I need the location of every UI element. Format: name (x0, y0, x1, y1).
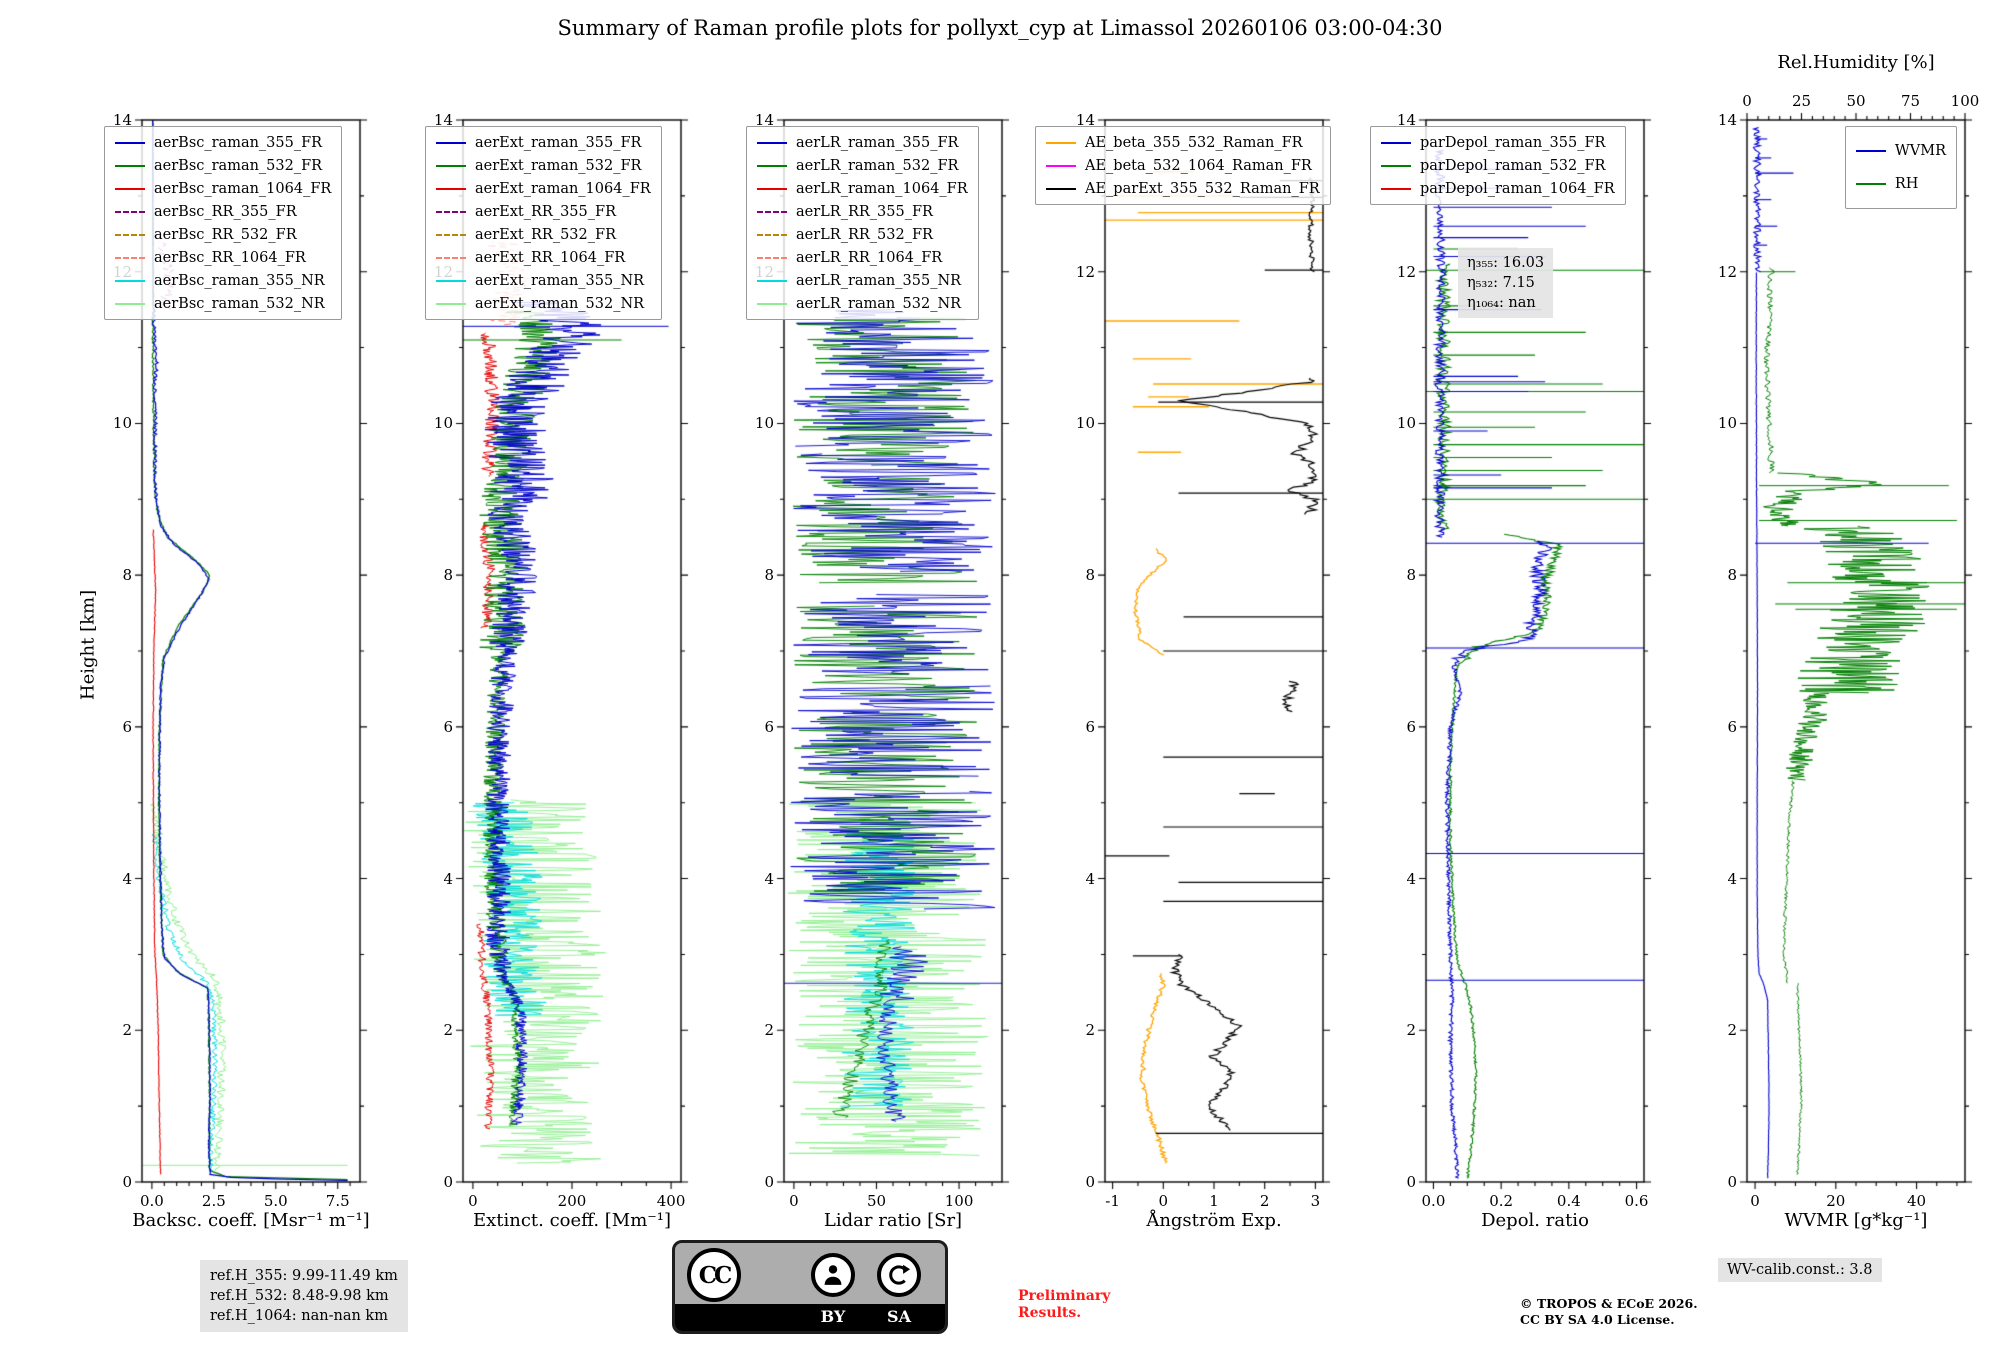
cc-license-badge: CC BY SA (672, 1240, 948, 1334)
copyright-note: © TROPOS & ECoE 2026. CC BY SA 4.0 Licen… (1520, 1296, 1698, 1328)
sa-label: SA (887, 1307, 911, 1326)
y-axis-label: Height [km] (77, 589, 99, 701)
preliminary-line-2: Results. (1018, 1305, 1082, 1321)
share-alike-icon (877, 1253, 921, 1297)
ref-height-355: ref.H_355: 9.99-11.49 km (210, 1268, 398, 1284)
ref-height-532: ref.H_532: 8.48-9.98 km (210, 1288, 389, 1304)
figure-title: Summary of Raman profile plots for polly… (557, 16, 1443, 40)
by-label: BY (820, 1307, 846, 1326)
eta-1064-value: η₁₀₆₄: nan (1467, 295, 1536, 311)
depol-calibration-annotation: η₃₅₅: 16.03 η₅₃₂: 7.15 η₁₀₆₄: nan (1458, 248, 1554, 318)
wv-calib-note: WV-calib.const.: 3.8 (1718, 1258, 1882, 1282)
preliminary-line-1: Preliminary (1018, 1288, 1111, 1304)
attribution-person-icon (811, 1253, 855, 1297)
eta-355-value: η₃₅₅: 16.03 (1467, 255, 1545, 271)
copyright-line-1: © TROPOS & ECoE 2026. (1520, 1296, 1698, 1311)
cc-logo-text: CC (698, 1261, 733, 1289)
cc-logo-icon: CC (687, 1248, 741, 1302)
eta-532-value: η₅₃₂: 7.15 (1467, 275, 1535, 291)
preliminary-results-note: Preliminary Results. (1018, 1288, 1110, 1322)
reference-height-box: ref.H_355: 9.99-11.49 km ref.H_532: 8.48… (200, 1260, 408, 1332)
ref-height-1064: ref.H_1064: nan-nan km (210, 1308, 388, 1324)
cc-badge-strip: BY SA (675, 1304, 945, 1331)
copyright-line-2: CC BY SA 4.0 License. (1520, 1312, 1675, 1327)
